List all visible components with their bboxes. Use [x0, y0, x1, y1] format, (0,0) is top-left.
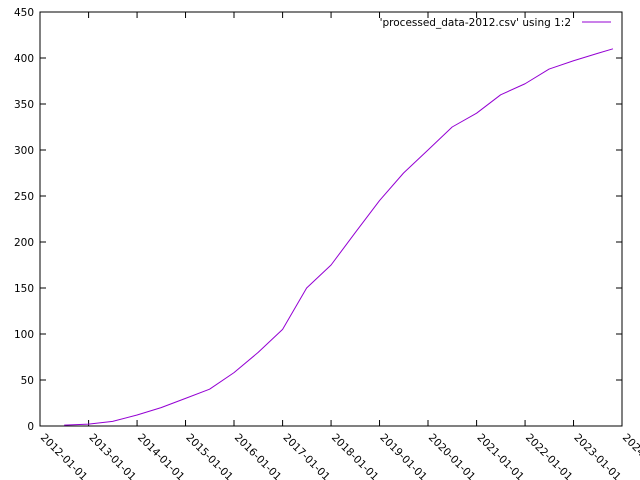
x-tick-label: 2018-01-01	[329, 432, 381, 480]
y-tick-label: 250	[14, 191, 34, 203]
y-tick-label: 0	[27, 421, 34, 433]
x-tick-label: 2023-01-01	[571, 432, 623, 480]
x-tick-label: 2024-01-01	[620, 432, 640, 480]
x-tick-label: 2016-01-01	[232, 432, 284, 480]
x-tick-label: 2012-01-01	[38, 432, 90, 480]
y-tick-label: 400	[14, 53, 34, 65]
x-tick-label: 2014-01-01	[135, 432, 187, 480]
series-line	[64, 48, 614, 426]
x-tick-label: 2022-01-01	[523, 432, 575, 480]
x-tick-label: 2015-01-01	[183, 432, 235, 480]
y-tick-label: 450	[14, 7, 34, 19]
legend: 'processed_data-2012.csv' using 1:2	[380, 17, 611, 29]
x-tick-label: 2020-01-01	[426, 432, 478, 480]
y-tick-label: 300	[14, 145, 34, 157]
y-tick-label: 150	[14, 283, 34, 295]
y-tick-label: 200	[14, 237, 34, 249]
x-tick-label: 2021-01-01	[474, 432, 526, 480]
legend-label: 'processed_data-2012.csv' using 1:2	[380, 17, 571, 29]
x-tick-label: 2013-01-01	[86, 432, 138, 480]
y-tick-label: 100	[14, 329, 34, 341]
x-tick-label: 2019-01-01	[377, 432, 429, 480]
y-tick-label: 50	[21, 375, 34, 387]
x-tick-label: 2017-01-01	[280, 432, 332, 480]
y-tick-label: 350	[14, 99, 34, 111]
plot-border	[39, 11, 623, 427]
